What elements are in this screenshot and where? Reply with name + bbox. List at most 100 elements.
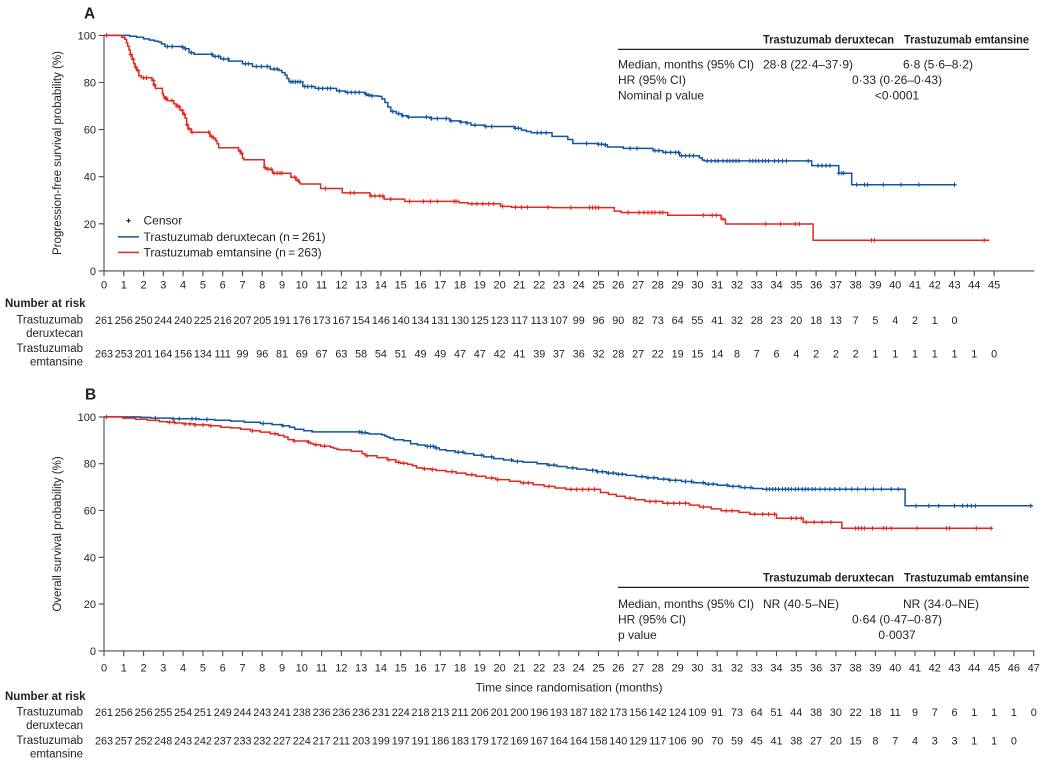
svg-text:Censor: Censor xyxy=(144,214,183,228)
svg-text:113: 113 xyxy=(531,315,548,327)
svg-text:22: 22 xyxy=(652,349,664,361)
svg-text:<0·0001: <0·0001 xyxy=(875,88,920,102)
svg-text:82: 82 xyxy=(632,315,644,327)
svg-text:140: 140 xyxy=(392,315,410,327)
svg-text:1: 1 xyxy=(951,349,957,361)
svg-text:37: 37 xyxy=(830,663,842,675)
svg-text:7: 7 xyxy=(853,315,859,327)
svg-text:256: 256 xyxy=(115,315,133,327)
svg-text:263: 263 xyxy=(95,349,113,361)
svg-text:44: 44 xyxy=(790,707,802,719)
svg-text:27: 27 xyxy=(632,279,644,291)
svg-text:191: 191 xyxy=(411,736,429,748)
svg-text:Trastuzumab deruxtecan: Trastuzumab deruxtecan xyxy=(763,571,894,585)
svg-text:41: 41 xyxy=(909,663,921,675)
svg-text:19: 19 xyxy=(474,279,486,291)
svg-text:158: 158 xyxy=(589,736,607,748)
svg-text:Trastuzumab: Trastuzumab xyxy=(16,735,83,747)
svg-text:23: 23 xyxy=(553,279,565,291)
svg-text:8: 8 xyxy=(259,663,265,675)
svg-text:257: 257 xyxy=(115,736,133,748)
svg-text:1: 1 xyxy=(991,707,997,719)
svg-text:244: 244 xyxy=(233,707,251,719)
svg-text:A: A xyxy=(84,6,95,23)
svg-text:231: 231 xyxy=(372,707,390,719)
svg-text:49: 49 xyxy=(414,349,426,361)
svg-text:6: 6 xyxy=(220,279,226,291)
svg-text:39: 39 xyxy=(533,349,545,361)
svg-text:37: 37 xyxy=(553,349,565,361)
svg-text:40: 40 xyxy=(889,663,901,675)
svg-text:17: 17 xyxy=(434,663,446,675)
svg-text:Trastuzumab emtansine: Trastuzumab emtansine xyxy=(904,33,1029,47)
svg-text:Median, months (95% CI): Median, months (95% CI) xyxy=(618,57,754,71)
svg-text:129: 129 xyxy=(629,736,647,748)
svg-text:0·33 (0·26–0·43): 0·33 (0·26–0·43) xyxy=(852,73,942,87)
svg-text:211: 211 xyxy=(451,707,468,719)
svg-text:236: 236 xyxy=(313,707,331,719)
svg-text:5: 5 xyxy=(872,315,878,327)
svg-text:154: 154 xyxy=(352,315,370,327)
svg-text:0: 0 xyxy=(1011,736,1017,748)
svg-text:69: 69 xyxy=(296,349,308,361)
svg-text:256: 256 xyxy=(135,707,153,719)
svg-text:16: 16 xyxy=(414,663,426,675)
svg-text:Progression-free survival prob: Progression-free survival probability (%… xyxy=(52,51,64,255)
svg-text:19: 19 xyxy=(672,349,684,361)
svg-text:156: 156 xyxy=(174,349,192,361)
svg-text:28: 28 xyxy=(751,315,763,327)
svg-text:224: 224 xyxy=(293,736,311,748)
svg-text:44: 44 xyxy=(968,279,980,291)
svg-text:13: 13 xyxy=(355,663,367,675)
svg-text:197: 197 xyxy=(392,736,410,748)
svg-text:emtansine: emtansine xyxy=(30,749,83,760)
svg-text:0: 0 xyxy=(101,663,107,675)
svg-text:21: 21 xyxy=(513,279,525,291)
svg-text:30: 30 xyxy=(830,707,842,719)
svg-text:19: 19 xyxy=(474,663,486,675)
svg-text:45: 45 xyxy=(988,663,1000,675)
svg-text:29: 29 xyxy=(671,279,683,291)
svg-text:216: 216 xyxy=(214,315,232,327)
svg-text:47: 47 xyxy=(474,349,486,361)
svg-text:4: 4 xyxy=(793,349,799,361)
svg-text:244: 244 xyxy=(154,315,172,327)
svg-text:10: 10 xyxy=(296,279,308,291)
svg-text:80: 80 xyxy=(84,78,96,90)
svg-text:20: 20 xyxy=(84,599,96,611)
svg-text:225: 225 xyxy=(194,315,212,327)
svg-text:41: 41 xyxy=(909,279,921,291)
svg-text:3: 3 xyxy=(160,663,166,675)
svg-text:15: 15 xyxy=(395,279,407,291)
svg-text:NR (40·5–NE): NR (40·5–NE) xyxy=(763,597,839,611)
svg-text:29: 29 xyxy=(671,663,683,675)
svg-text:55: 55 xyxy=(691,315,703,327)
svg-text:35: 35 xyxy=(790,663,802,675)
svg-text:37: 37 xyxy=(830,279,842,291)
svg-text:11: 11 xyxy=(890,707,901,719)
svg-text:7: 7 xyxy=(754,349,760,361)
svg-text:Median, months (95% CI): Median, months (95% CI) xyxy=(618,597,754,611)
svg-text:1: 1 xyxy=(971,349,977,361)
svg-text:2: 2 xyxy=(912,315,918,327)
svg-text:28·8 (22·4–37·9): 28·8 (22·4–37·9) xyxy=(763,57,853,71)
svg-text:81: 81 xyxy=(276,349,288,361)
svg-text:18: 18 xyxy=(810,315,822,327)
svg-text:90: 90 xyxy=(612,315,624,327)
svg-text:261: 261 xyxy=(95,315,113,327)
svg-text:203: 203 xyxy=(352,736,370,748)
svg-text:6: 6 xyxy=(773,349,779,361)
svg-text:13: 13 xyxy=(355,279,367,291)
svg-text:99: 99 xyxy=(573,315,585,327)
svg-text:236: 236 xyxy=(332,707,350,719)
svg-text:41: 41 xyxy=(711,315,723,327)
svg-text:1: 1 xyxy=(971,736,977,748)
svg-text:0: 0 xyxy=(1031,707,1037,719)
svg-text:124: 124 xyxy=(669,707,687,719)
svg-text:1: 1 xyxy=(121,279,127,291)
svg-text:4: 4 xyxy=(180,279,186,291)
svg-text:123: 123 xyxy=(491,315,509,327)
svg-text:deruxtecan: deruxtecan xyxy=(26,328,83,340)
svg-text:Trastuzumab: Trastuzumab xyxy=(16,315,83,327)
svg-text:9: 9 xyxy=(279,279,285,291)
